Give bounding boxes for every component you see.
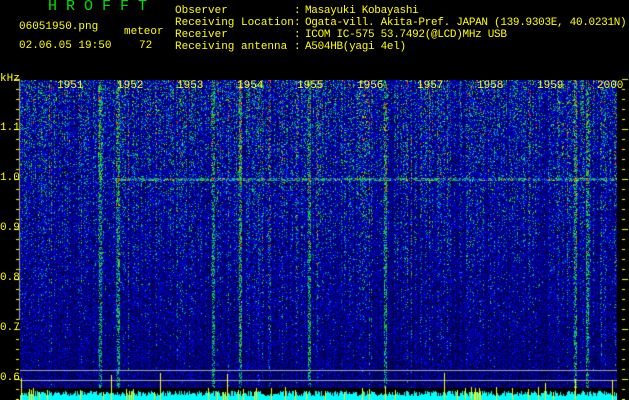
info-value-location: Ogata-vill. Akita-Pref. JAPAN (139.9303E…	[305, 17, 627, 29]
info-value-receiver: ICOM IC-575 53.7492(@LCD)MHz USB	[305, 29, 507, 41]
info-value-antenna: A504HB(yagi 4el)	[305, 41, 406, 53]
meteor-label: meteor	[124, 26, 164, 38]
y-tick-label: 0.8	[0, 272, 20, 284]
filename: 06051950.png	[19, 21, 99, 33]
info-sep: :	[294, 29, 301, 41]
app-title: H R O F F T	[48, 0, 148, 15]
time-label: 1957	[417, 80, 444, 92]
spectrogram	[20, 80, 617, 400]
info-sep: :	[294, 17, 301, 29]
time-label: 1956	[357, 80, 384, 92]
time-label: 1959	[537, 80, 564, 92]
y-tick-label: 1.0	[0, 172, 20, 184]
info-label-receiver: Receiver	[175, 29, 228, 41]
info-row-location: Receiving Location : Ogata-vill. Akita-P…	[175, 17, 627, 29]
info-value-observer: Masayuki Kobayashi	[305, 5, 419, 17]
info-row-antenna: Receiving antenna : A504HB(yagi 4el)	[175, 41, 626, 53]
time-label: 1954	[237, 80, 264, 92]
info-label-antenna: Receiving antenna	[175, 41, 288, 53]
time-label: 1952	[117, 80, 144, 92]
info-sep: :	[294, 41, 301, 53]
time-label: 1955	[297, 80, 324, 92]
y-axis-unit: kHz	[0, 73, 20, 85]
time-label: 2000	[597, 80, 624, 92]
info-row-observer: Observer : Masayuki Kobayashi	[175, 5, 626, 17]
y-tick-label: 0.6	[0, 372, 20, 384]
time-label: 1953	[177, 80, 204, 92]
y-tick-label: 0.7	[0, 322, 20, 334]
meteor-count: 72	[139, 40, 153, 52]
datetime: 02.06.05 19:50	[19, 40, 112, 52]
info-label-observer: Observer	[175, 5, 228, 17]
info-sep: :	[294, 5, 301, 17]
time-label: 1958	[477, 80, 504, 92]
info-row-receiver: Receiver : ICOM IC-575 53.7492(@LCD)MHz …	[175, 29, 626, 41]
info-panel: Observer : Masayuki Kobayashi Receiving …	[175, 5, 627, 53]
time-label: 1951	[57, 80, 84, 92]
info-label-location: Receiving Location	[175, 17, 294, 29]
y-tick-label: 0.9	[0, 222, 20, 234]
y-tick-label: 1.1	[0, 122, 20, 134]
